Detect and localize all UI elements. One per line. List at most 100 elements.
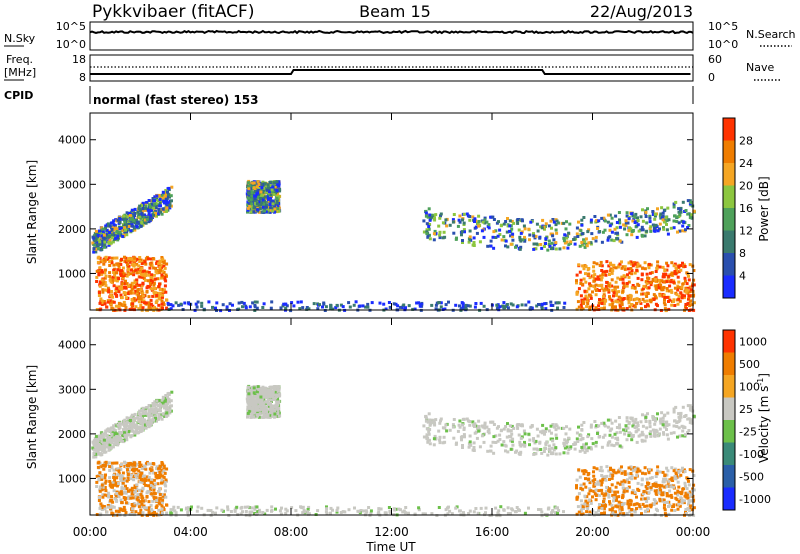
echo-pixel — [639, 228, 643, 232]
echo-pixel — [109, 481, 113, 485]
echo-pixel — [630, 434, 634, 438]
echo-pixel — [134, 305, 138, 309]
echo-pixel — [608, 235, 612, 239]
echo-pixel — [100, 477, 104, 481]
echo-pixel — [433, 423, 437, 427]
cpid-mode-text: normal (fast stereo) 153 — [93, 93, 259, 107]
echo-pixel — [158, 493, 162, 496]
echo-pixel — [164, 279, 168, 283]
echo-pixel — [504, 244, 507, 248]
freq-label-line2: [MHz] — [4, 66, 36, 79]
echo-pixel — [452, 231, 456, 235]
echo-pixel — [160, 417, 164, 421]
echo-pixel — [424, 211, 428, 215]
echo-pixel — [665, 428, 668, 431]
echo-pixel — [249, 210, 253, 214]
echo-pixel — [583, 450, 587, 454]
echo-pixel — [260, 193, 264, 197]
echo-pixel — [161, 199, 165, 203]
echo-pixel — [147, 415, 151, 419]
echo-pixel — [444, 303, 448, 307]
echo-pixel — [587, 293, 591, 297]
echo-pixel — [160, 212, 164, 216]
echo-pixel — [601, 435, 605, 439]
echo-pixel — [662, 432, 666, 436]
echo-pixel — [153, 292, 157, 296]
echo-pixel — [518, 235, 522, 239]
echo-pixel — [91, 235, 95, 239]
echo-pixel — [665, 295, 669, 299]
echo-pixel — [177, 303, 181, 307]
echo-pixel — [249, 189, 253, 193]
echo-pixel — [138, 204, 142, 208]
echo-pixel — [252, 210, 256, 214]
echo-pixel — [157, 398, 161, 402]
echo-pixel — [486, 244, 490, 248]
echo-pixel — [682, 263, 686, 267]
echo-pixel — [127, 257, 131, 261]
echo-pixel — [97, 243, 101, 247]
echo-pixel — [130, 419, 134, 423]
echo-pixel — [115, 279, 119, 283]
echo-pixel — [140, 269, 144, 273]
echo-pixel — [138, 256, 142, 259]
echo-pixel — [580, 445, 584, 449]
echo-pixel — [361, 304, 365, 308]
echo-pixel — [257, 391, 261, 395]
echo-pixel — [607, 264, 611, 268]
echo-pixel — [103, 258, 107, 262]
echo-pixel — [511, 303, 515, 307]
echo-pixel — [267, 197, 270, 201]
echo-pixel — [654, 223, 658, 227]
echo-pixel — [150, 273, 154, 277]
echo-pixel — [424, 414, 428, 418]
echo-pixel — [255, 390, 259, 394]
echo-pixel — [166, 406, 170, 410]
echo-pixel — [584, 442, 588, 446]
echo-pixel — [494, 434, 498, 438]
echo-pixel — [305, 307, 309, 311]
power-cbar-label-2: 12 — [739, 225, 753, 238]
echo-pixel — [134, 269, 138, 273]
echo-pixel — [277, 195, 281, 198]
echo-pixel — [276, 207, 280, 210]
echo-pixel — [146, 284, 150, 288]
echo-pixel — [618, 218, 621, 222]
echo-pixel — [132, 270, 136, 273]
echo-pixel — [114, 432, 118, 436]
echo-pixel — [103, 507, 107, 511]
echo-pixel — [690, 284, 694, 288]
echo-pixel — [601, 273, 605, 277]
echo-pixel — [620, 266, 624, 270]
echo-pixel — [148, 205, 152, 209]
echo-pixel — [689, 299, 693, 303]
echo-pixel — [253, 183, 256, 186]
echo-pixel — [124, 291, 128, 295]
echo-pixel — [382, 302, 386, 306]
echo-pixel — [550, 446, 554, 450]
echo-pixel — [618, 304, 622, 308]
echo-pixel — [166, 190, 169, 194]
echo-pixel — [152, 206, 156, 210]
echo-pixel — [124, 286, 128, 290]
echo-pixel — [108, 278, 112, 282]
echo-pixel — [473, 425, 476, 428]
echo-pixel — [622, 428, 626, 432]
echo-pixel — [580, 218, 584, 222]
echo-pixel — [140, 284, 144, 288]
sky-left-label: N.Sky — [4, 32, 36, 45]
echo-pixel — [661, 218, 665, 222]
echo-pixel — [565, 220, 568, 224]
echo-pixel — [666, 411, 670, 415]
echo-pixel — [614, 231, 618, 235]
echo-pixel — [240, 300, 244, 304]
echo-pixel — [615, 226, 619, 230]
echo-pixel — [246, 408, 250, 412]
echo-pixel — [626, 426, 630, 430]
echo-pixel — [275, 194, 279, 197]
echo-pixel — [441, 441, 445, 445]
echo-pixel — [144, 257, 148, 261]
echo-pixel — [687, 224, 691, 227]
echo-pixel — [251, 184, 255, 188]
echo-pixel — [439, 305, 443, 309]
